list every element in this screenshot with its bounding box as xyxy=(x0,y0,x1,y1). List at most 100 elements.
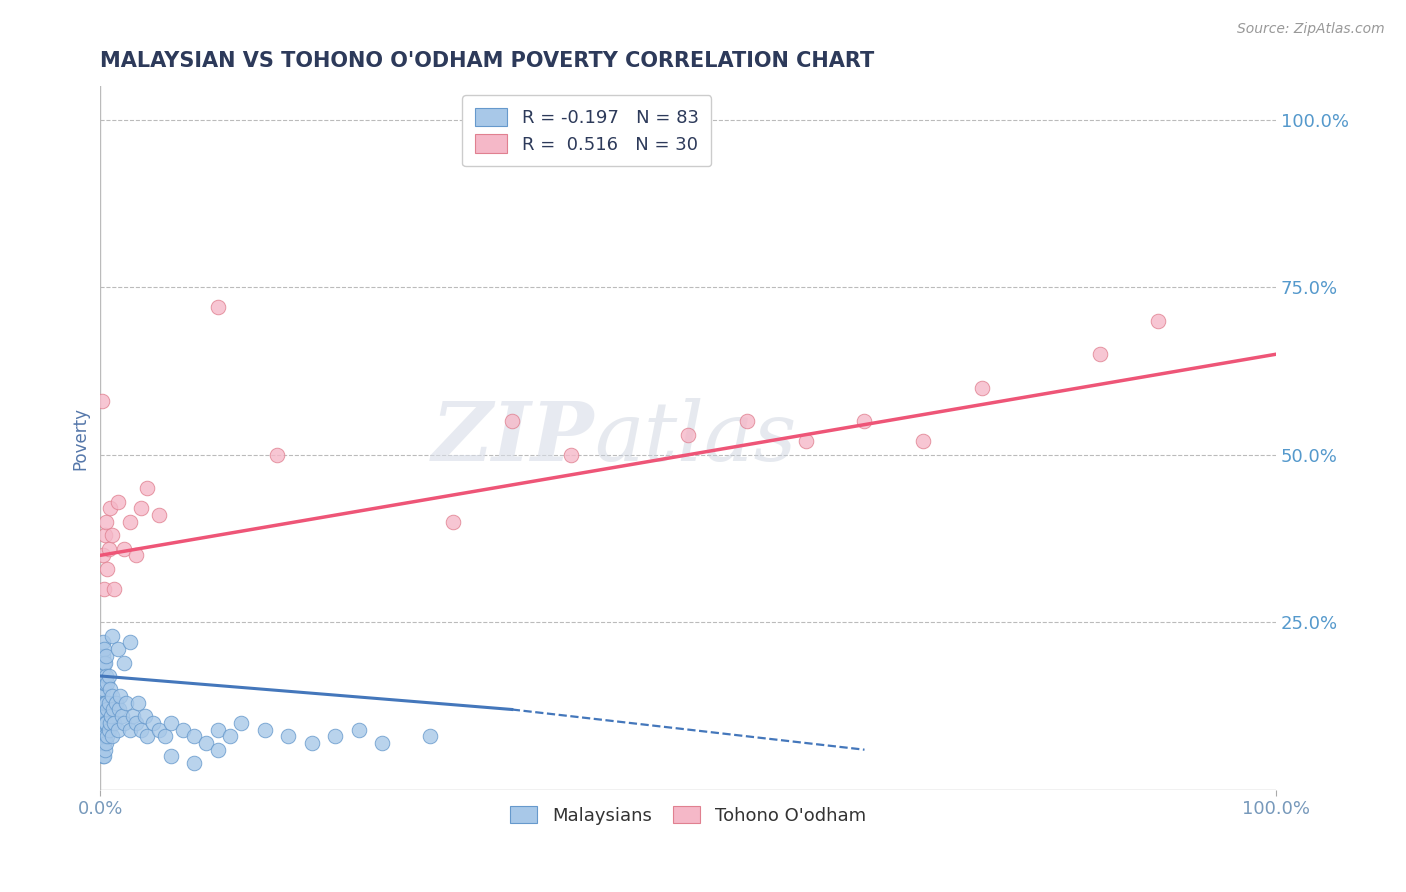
Point xyxy=(131,501,153,516)
Point xyxy=(112,715,135,730)
Point xyxy=(418,729,440,743)
Point xyxy=(93,582,115,596)
Point xyxy=(207,301,229,315)
Point xyxy=(131,723,153,737)
Text: Source: ZipAtlas.com: Source: ZipAtlas.com xyxy=(1237,22,1385,37)
Point xyxy=(266,448,288,462)
Point xyxy=(91,662,114,676)
Point xyxy=(96,715,118,730)
Point xyxy=(94,675,117,690)
Point xyxy=(90,394,112,409)
Text: ZIP: ZIP xyxy=(432,398,595,478)
Point xyxy=(94,528,117,542)
Point xyxy=(100,709,122,723)
Point xyxy=(124,715,146,730)
Point xyxy=(93,709,115,723)
Point xyxy=(93,749,115,764)
Point xyxy=(277,729,299,743)
Point xyxy=(101,729,124,743)
Point xyxy=(98,501,121,516)
Point xyxy=(101,528,124,542)
Point xyxy=(347,723,370,737)
Point xyxy=(108,702,131,716)
Point xyxy=(107,642,129,657)
Point xyxy=(118,723,141,737)
Point xyxy=(97,669,120,683)
Point xyxy=(127,696,149,710)
Y-axis label: Poverty: Poverty xyxy=(72,407,89,469)
Point xyxy=(93,723,115,737)
Text: atlas: atlas xyxy=(595,398,796,478)
Point xyxy=(98,682,121,697)
Point xyxy=(172,723,194,737)
Point xyxy=(676,427,699,442)
Point xyxy=(301,736,323,750)
Point xyxy=(94,656,117,670)
Point xyxy=(93,736,115,750)
Point xyxy=(794,434,817,449)
Point xyxy=(93,642,115,657)
Point xyxy=(97,723,120,737)
Point xyxy=(93,675,115,690)
Point xyxy=(231,715,253,730)
Point xyxy=(96,702,118,716)
Point xyxy=(195,736,218,750)
Point xyxy=(90,702,112,716)
Point xyxy=(325,729,347,743)
Point xyxy=(97,541,120,556)
Point xyxy=(96,669,118,683)
Point xyxy=(153,729,176,743)
Point xyxy=(91,682,114,697)
Point xyxy=(94,715,117,730)
Point xyxy=(115,696,138,710)
Point xyxy=(91,549,114,563)
Point xyxy=(98,715,121,730)
Point xyxy=(104,696,127,710)
Point xyxy=(112,656,135,670)
Point xyxy=(96,648,118,663)
Text: MALAYSIAN VS TOHONO O'ODHAM POVERTY CORRELATION CHART: MALAYSIAN VS TOHONO O'ODHAM POVERTY CORR… xyxy=(100,51,875,70)
Point xyxy=(103,582,125,596)
Point xyxy=(148,723,170,737)
Point xyxy=(912,434,935,449)
Point xyxy=(122,709,145,723)
Point xyxy=(90,675,112,690)
Point xyxy=(96,515,118,529)
Point xyxy=(118,635,141,649)
Point xyxy=(101,629,124,643)
Point xyxy=(441,515,464,529)
Point xyxy=(1088,347,1111,361)
Point xyxy=(94,696,117,710)
Point xyxy=(91,749,114,764)
Point xyxy=(207,723,229,737)
Point xyxy=(91,715,114,730)
Point xyxy=(501,414,523,428)
Point xyxy=(103,715,125,730)
Point xyxy=(103,702,125,716)
Point xyxy=(183,756,205,770)
Point xyxy=(91,635,114,649)
Point xyxy=(96,562,118,576)
Point xyxy=(253,723,276,737)
Point xyxy=(94,742,117,756)
Point xyxy=(90,729,112,743)
Point xyxy=(118,515,141,529)
Point xyxy=(160,715,183,730)
Point xyxy=(110,689,132,703)
Point xyxy=(142,715,165,730)
Point xyxy=(96,696,118,710)
Point xyxy=(93,696,115,710)
Point xyxy=(124,549,146,563)
Point xyxy=(160,749,183,764)
Point xyxy=(136,729,159,743)
Point xyxy=(218,729,240,743)
Point xyxy=(97,696,120,710)
Point xyxy=(90,689,112,703)
Point xyxy=(853,414,876,428)
Point xyxy=(94,729,117,743)
Legend: Malaysians, Tohono O'odham: Malaysians, Tohono O'odham xyxy=(502,797,875,834)
Point xyxy=(96,736,118,750)
Point xyxy=(735,414,758,428)
Point xyxy=(110,709,132,723)
Point xyxy=(970,381,993,395)
